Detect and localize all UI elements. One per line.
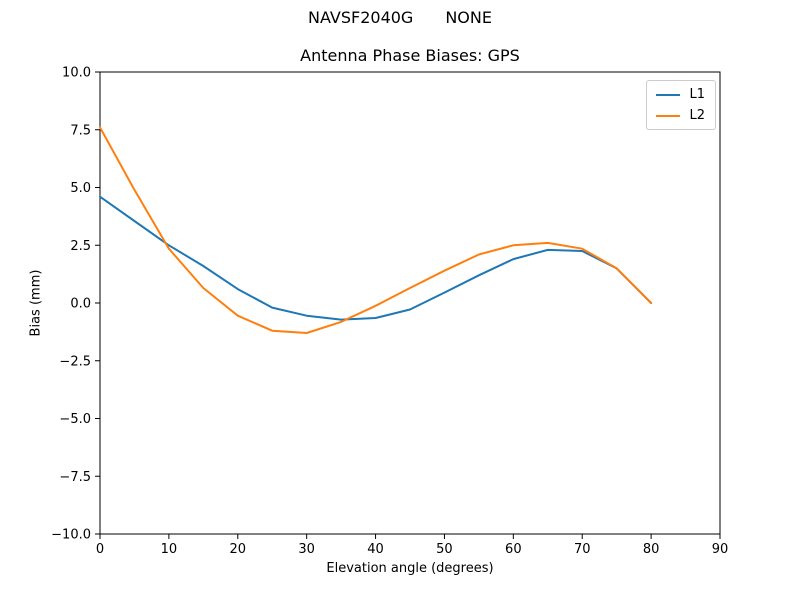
y-tick-label: −10.0: [51, 528, 91, 543]
suptitle-station-id: NAVSF2040G: [308, 8, 414, 27]
y-tick-label: 10.0: [62, 66, 91, 81]
figure-suptitle: NAVSF2040G NONE: [0, 8, 800, 27]
x-tick-label: 50: [436, 542, 453, 557]
x-tick-label: 80: [643, 542, 660, 557]
legend-item-l1: L1: [656, 88, 705, 101]
y-tick-label: 5.0: [70, 181, 91, 196]
x-tick-label: 60: [505, 542, 522, 557]
plot-border: [99, 71, 721, 535]
x-tick-label: 30: [298, 542, 315, 557]
x-tick-label: 40: [367, 542, 384, 557]
suptitle-radome: NONE: [445, 8, 492, 27]
y-tick-label: −7.5: [59, 470, 91, 485]
chart-title: Antenna Phase Biases: GPS: [300, 46, 520, 65]
legend-item-l2: L2: [656, 109, 705, 122]
y-tick-label: −2.5: [59, 354, 91, 369]
y-tick-label: 2.5: [70, 239, 91, 254]
y-tick-label: 7.5: [70, 123, 91, 138]
x-tick-label: 0: [96, 542, 104, 557]
legend: L1 L2: [646, 80, 716, 130]
y-axis-label: Bias (mm): [28, 269, 44, 337]
x-tick-label: 90: [712, 542, 729, 557]
series-line-l1: [99, 195, 653, 321]
legend-label-l1: L1: [689, 87, 705, 102]
legend-label-l2: L2: [689, 108, 705, 123]
x-tick-label: 10: [161, 542, 178, 557]
x-axis-label: Elevation angle (degrees): [326, 561, 494, 576]
x-tick-label: 20: [230, 542, 247, 557]
legend-line-swatch-l1: [656, 93, 681, 96]
legend-line-swatch-l2: [656, 114, 681, 117]
y-tick-label: 0.0: [70, 297, 91, 312]
y-tick-label: −5.0: [59, 412, 91, 427]
x-tick-label: 70: [574, 542, 591, 557]
series-line-l2: [99, 126, 653, 334]
